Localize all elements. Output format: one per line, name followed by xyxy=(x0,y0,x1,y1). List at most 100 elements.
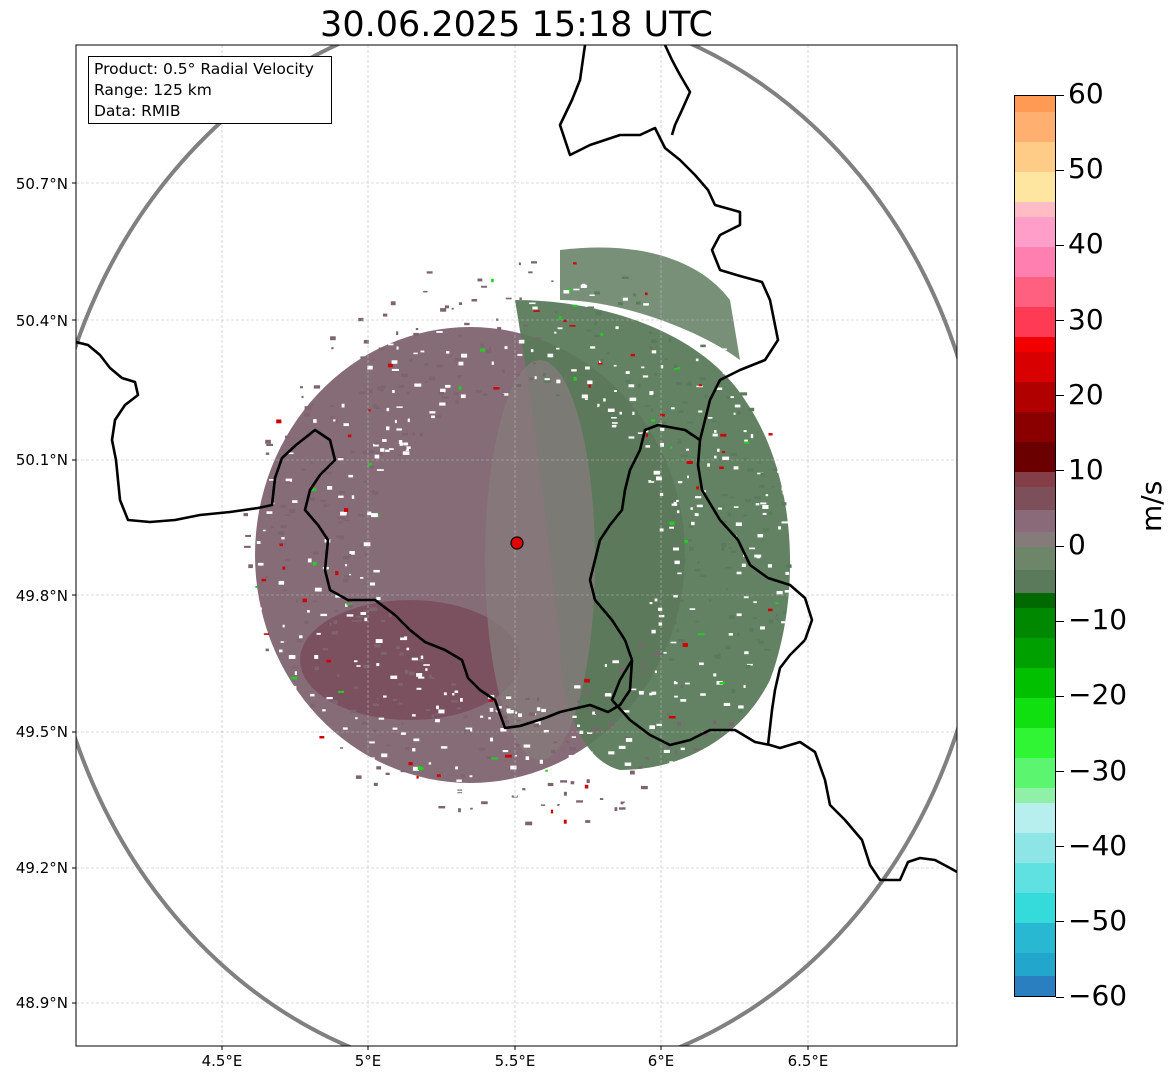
echo-pixel xyxy=(664,588,672,593)
echo-pixel xyxy=(728,547,733,549)
echo-pixel xyxy=(624,762,632,766)
echo-pixel xyxy=(676,499,679,502)
echo-pixel xyxy=(691,521,695,526)
echo-pixel xyxy=(416,673,423,677)
echo-pixel xyxy=(625,736,628,738)
echo-pixel xyxy=(760,472,765,477)
echo-pixel xyxy=(724,520,727,524)
echo-pixel xyxy=(505,297,512,300)
echo-pixel xyxy=(374,644,381,648)
echo-pixel xyxy=(625,371,630,374)
echo-pixel xyxy=(483,393,488,396)
echo-pixel xyxy=(563,791,567,796)
lon-label-4-5: 4.5°E xyxy=(201,1052,243,1070)
strong-receding-core xyxy=(300,600,520,720)
echo-pixel xyxy=(505,754,512,758)
echo-pixel xyxy=(594,291,600,295)
echo-pixel xyxy=(738,710,743,713)
echo-pixel xyxy=(396,779,399,783)
echo-pixel xyxy=(699,574,706,577)
echo-pixel xyxy=(654,670,657,674)
echo-pixel xyxy=(245,534,251,537)
echo-pixel xyxy=(471,299,478,302)
echo-pixel xyxy=(663,749,670,753)
echo-pixel xyxy=(607,408,615,412)
echo-pixel xyxy=(659,528,664,532)
echo-pixel xyxy=(729,722,735,726)
echo-pixel xyxy=(342,727,348,730)
echo-pixel xyxy=(530,349,534,353)
echo-pixel xyxy=(658,614,665,618)
echo-pixel xyxy=(374,441,379,445)
echo-pixel xyxy=(705,732,708,736)
echo-pixel xyxy=(568,747,576,751)
echo-pixel xyxy=(363,542,371,547)
echo-pixel xyxy=(708,417,713,419)
echo-pixel xyxy=(438,806,446,809)
echo-pixel xyxy=(748,407,755,412)
echo-pixel xyxy=(363,480,370,483)
echo-pixel xyxy=(556,379,561,384)
echo-pixel xyxy=(516,744,520,747)
echo-pixel xyxy=(330,416,335,419)
echo-pixel xyxy=(671,532,678,535)
echo-pixel xyxy=(638,690,644,695)
echo-pixel xyxy=(351,620,358,622)
echo-pixel xyxy=(309,404,314,406)
echo-pixel xyxy=(506,708,511,712)
echo-pixel xyxy=(693,748,700,751)
echo-pixel xyxy=(689,546,694,551)
echo-pixel xyxy=(341,403,345,408)
echo-pixel xyxy=(590,778,597,781)
echo-pixel xyxy=(375,639,383,643)
echo-pixel xyxy=(645,429,649,433)
echo-pixel xyxy=(722,545,725,549)
echo-pixel xyxy=(343,556,350,560)
echo-pixel xyxy=(547,353,554,358)
echo-pixel xyxy=(516,719,521,722)
echo-pixel xyxy=(360,612,367,615)
echo-pixel xyxy=(745,664,751,669)
echo-pixel xyxy=(460,266,464,269)
echo-pixel xyxy=(402,432,408,436)
colorbar-tick-label: 10 xyxy=(1068,452,1104,486)
echo-pixel xyxy=(380,389,384,392)
echo-pixel xyxy=(558,316,562,320)
colorbar-segment xyxy=(1015,441,1055,473)
echo-pixel xyxy=(743,430,747,433)
belgium-germany-border xyxy=(558,45,780,441)
colorbar-tick xyxy=(1056,395,1064,397)
echo-pixel xyxy=(354,660,358,663)
echo-pixel xyxy=(429,411,436,414)
echo-pixel xyxy=(554,331,557,334)
echo-pixel xyxy=(628,384,635,388)
echo-pixel xyxy=(572,715,577,718)
echo-pixel xyxy=(618,745,626,749)
echo-pixel xyxy=(694,513,699,517)
echo-pixel xyxy=(417,766,423,771)
echo-pixel xyxy=(344,575,351,578)
echo-pixel xyxy=(343,578,349,583)
lon-label-6-5: 6.5°E xyxy=(787,1052,829,1070)
echo-pixel xyxy=(372,729,377,733)
echo-pixel xyxy=(730,453,737,456)
echo-pixel xyxy=(458,808,461,813)
colorbar-tick xyxy=(1056,169,1064,171)
echo-pixel xyxy=(373,607,378,611)
echo-pixel xyxy=(452,693,455,696)
echo-pixel xyxy=(547,782,554,787)
echo-pixel xyxy=(386,407,390,412)
lat-label-50-1: 50.1°N xyxy=(15,451,68,469)
echo-pixel xyxy=(481,801,488,805)
echo-pixel xyxy=(666,586,673,589)
echo-pixel xyxy=(641,366,645,369)
echo-pixel xyxy=(389,448,394,450)
echo-pixel xyxy=(410,781,416,785)
echo-pixel xyxy=(786,564,792,568)
echo-pixel xyxy=(357,514,365,517)
echo-pixel xyxy=(372,491,379,495)
echo-pixel xyxy=(660,413,665,417)
echo-pixel xyxy=(622,297,628,301)
echo-pixel xyxy=(404,446,407,450)
echo-pixel xyxy=(593,773,597,776)
